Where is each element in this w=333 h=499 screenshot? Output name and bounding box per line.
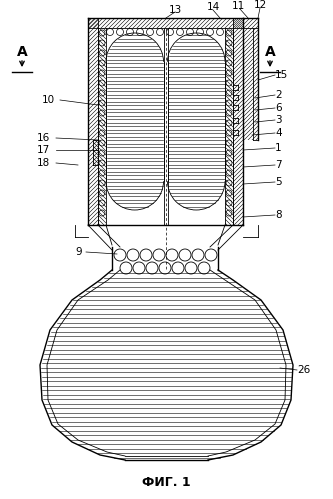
Text: 2: 2: [275, 90, 282, 100]
Text: 26: 26: [297, 365, 310, 375]
Text: 13: 13: [168, 5, 181, 15]
Text: 14: 14: [206, 2, 220, 12]
Text: 4: 4: [275, 128, 282, 138]
Text: A: A: [265, 45, 275, 59]
Text: 11: 11: [231, 1, 245, 11]
Text: 6: 6: [275, 103, 282, 113]
Text: 12: 12: [253, 0, 267, 10]
Text: 18: 18: [37, 158, 50, 168]
Text: 10: 10: [42, 95, 55, 105]
Text: ФИГ. 1: ФИГ. 1: [142, 476, 190, 489]
Text: 9: 9: [75, 247, 82, 257]
Text: 17: 17: [37, 145, 50, 155]
Text: 3: 3: [275, 115, 282, 125]
Text: 15: 15: [275, 70, 288, 80]
Text: 7: 7: [275, 160, 282, 170]
Text: 5: 5: [275, 177, 282, 187]
Text: A: A: [17, 45, 27, 59]
Text: 16: 16: [37, 133, 50, 143]
Text: 8: 8: [275, 210, 282, 220]
Text: 1: 1: [275, 143, 282, 153]
